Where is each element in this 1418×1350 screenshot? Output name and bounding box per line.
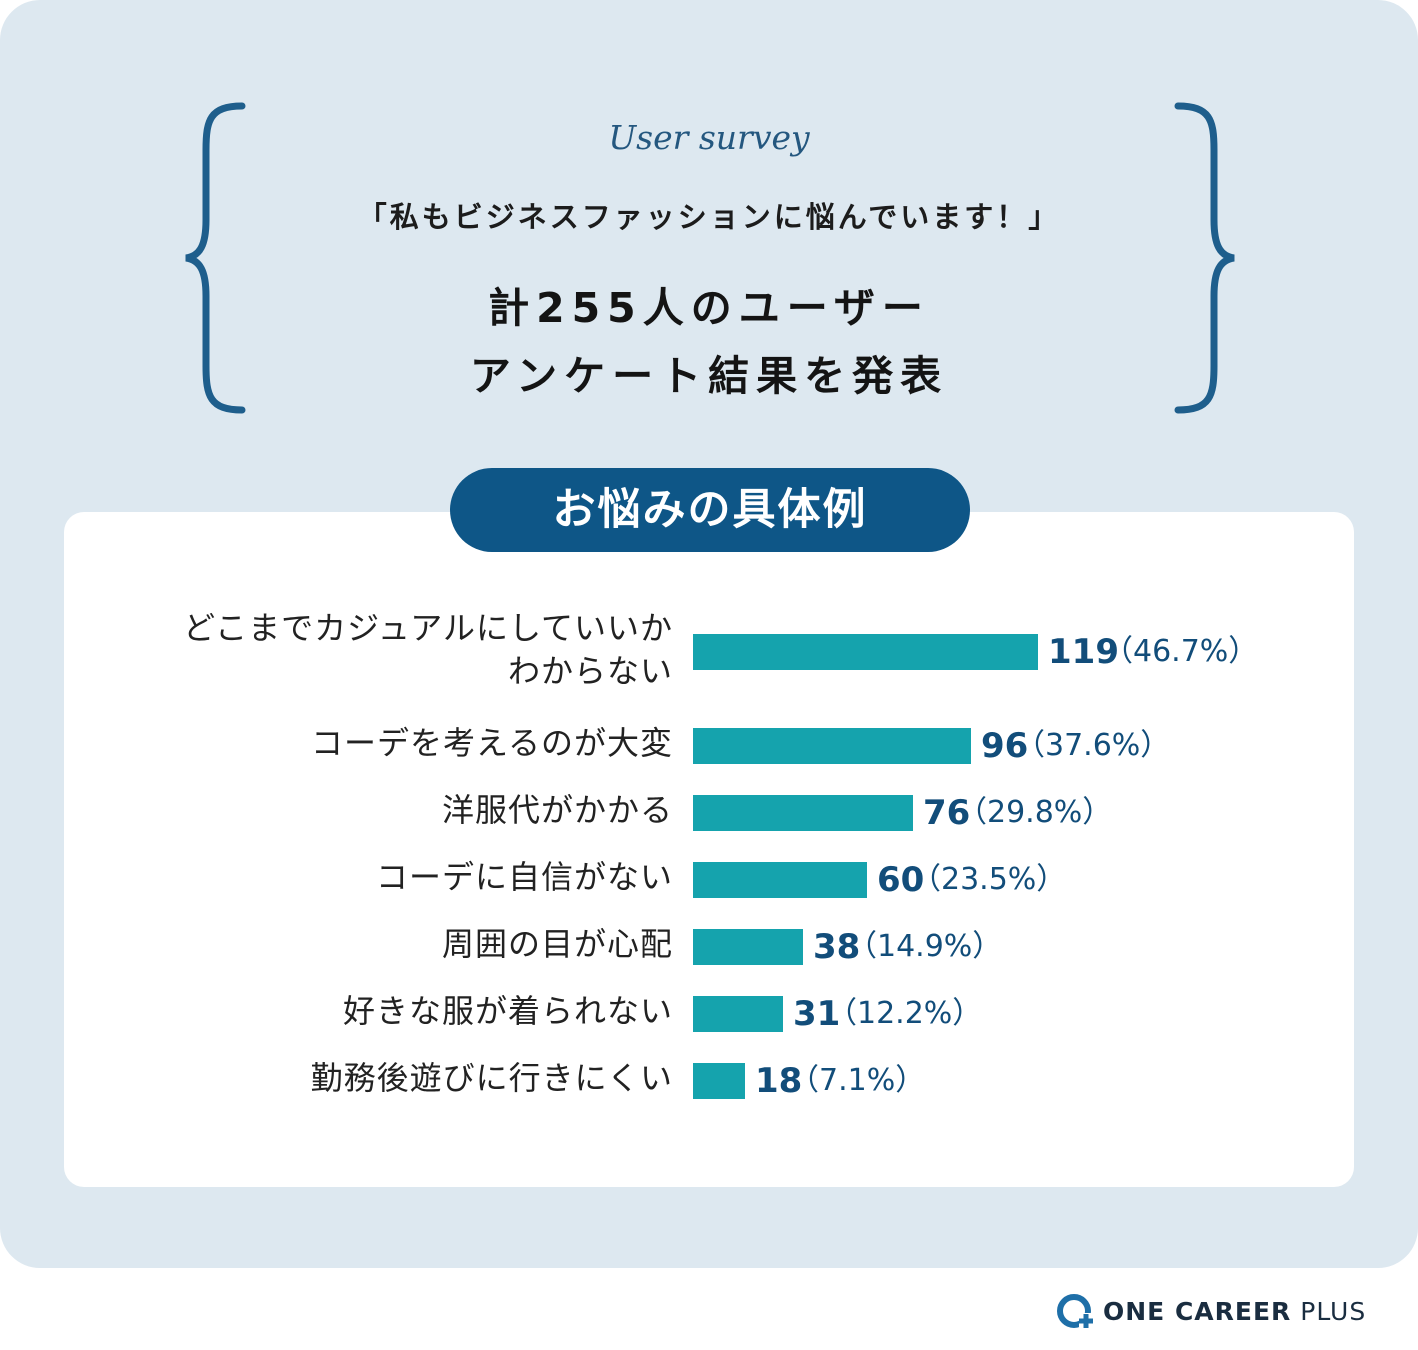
category-label-line: コーデに自信がない <box>375 858 673 897</box>
bar-2 <box>693 795 913 831</box>
category-label-line: 洋服代がかかる <box>441 791 673 830</box>
section-title-pill: お悩みの具体例 <box>450 468 970 552</box>
bar-value-4: 38 <box>813 927 861 967</box>
category-label-line: 勤務後遊びに行きにくい <box>310 1059 673 1098</box>
bar-0 <box>693 634 1038 670</box>
brand-name-main: ONE CAREER <box>1103 1296 1292 1326</box>
bar-3 <box>693 862 867 898</box>
bar-percent-0: （46.7%） <box>1103 634 1259 669</box>
category-label-5: 好きな服が着られない <box>113 990 673 1033</box>
category-label-line: 好きな服が着られない <box>342 992 673 1031</box>
category-label-1: コーデを考えるのが大変 <box>113 722 673 765</box>
bar-1 <box>693 728 971 764</box>
category-label-3: コーデに自信がない <box>113 856 673 899</box>
quote-text: 「私もビジネスファッションに悩んでいます！」 <box>357 200 1061 234</box>
bar-value-6: 18 <box>755 1061 803 1101</box>
bar-5 <box>693 996 783 1032</box>
bar-percent-5: （12.2%） <box>827 996 983 1031</box>
survey-tag: User survey <box>608 118 810 157</box>
category-label-line: 周囲の目が心配 <box>441 925 673 964</box>
category-label-0: どこまでカジュアルにしていいかわからない <box>113 607 673 693</box>
right-brace-icon <box>1174 102 1235 414</box>
bar-value-3: 60 <box>877 860 925 900</box>
bar-value-0: 119 <box>1048 632 1119 672</box>
category-label-line: コーデを考えるのが大変 <box>310 724 673 763</box>
bar-4 <box>693 929 803 965</box>
brand-name-suffix: PLUS <box>1291 1296 1367 1326</box>
headline-line1: 計255人のユーザー <box>488 284 930 332</box>
bar-value-1: 96 <box>981 726 1029 766</box>
bar-percent-2: （29.8%） <box>957 795 1113 830</box>
category-label-4: 周囲の目が心配 <box>113 923 673 966</box>
category-label-2: 洋服代がかかる <box>113 789 673 832</box>
brand-logo: ONE CAREER PLUS <box>1057 1293 1366 1329</box>
headline-line2: アンケート結果を発表 <box>469 352 949 400</box>
brand-name: ONE CAREER PLUS <box>1103 1297 1366 1326</box>
left-brace-icon <box>185 102 246 414</box>
category-label-6: 勤務後遊びに行きにくい <box>113 1057 673 1100</box>
one-career-logo-icon <box>1057 1294 1093 1328</box>
bar-percent-6: （7.1%） <box>789 1063 926 1098</box>
bar-value-2: 76 <box>923 793 971 833</box>
bar-value-5: 31 <box>793 994 841 1034</box>
category-label-line: どこまでカジュアルにしていいか <box>183 608 673 647</box>
bar-6 <box>693 1063 745 1099</box>
bar-percent-4: （14.9%） <box>847 929 1003 964</box>
category-label-line: わからない <box>507 651 673 690</box>
bar-percent-1: （37.6%） <box>1015 728 1171 763</box>
bar-percent-3: （23.5%） <box>911 862 1067 897</box>
